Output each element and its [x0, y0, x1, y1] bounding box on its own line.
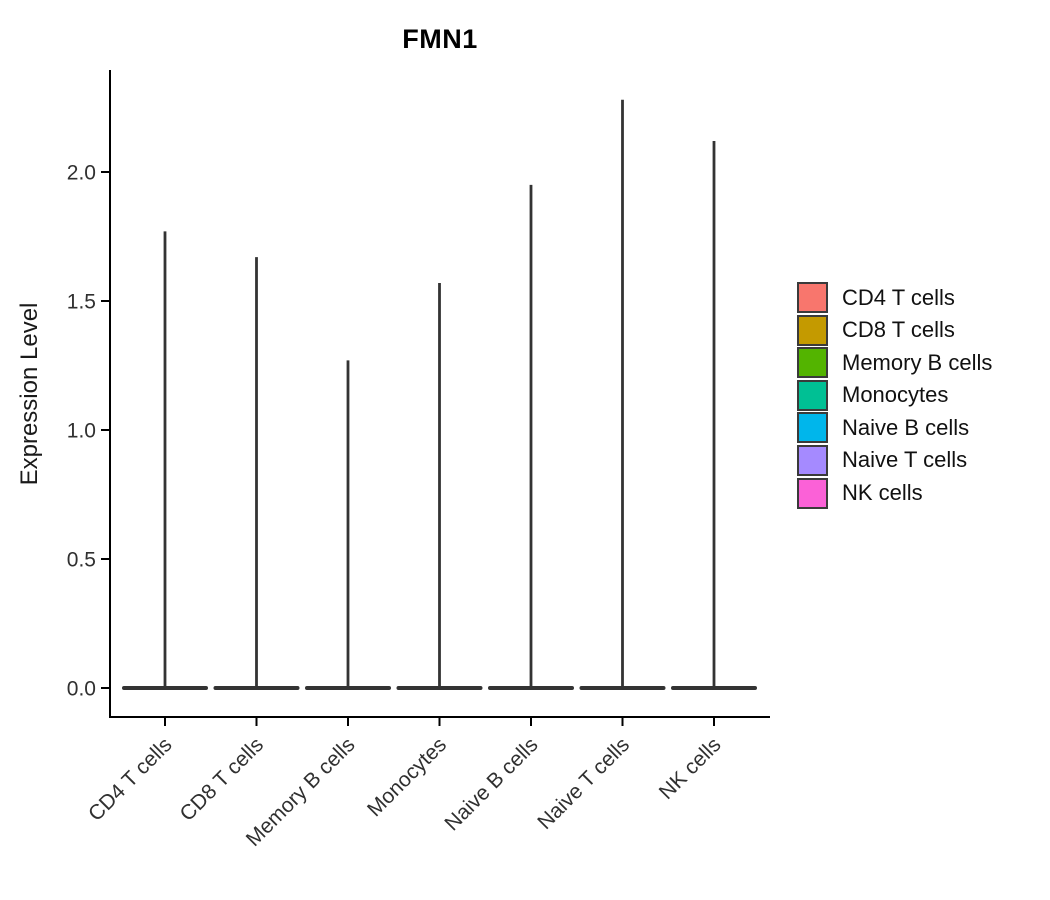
y-tick-label: 1.0	[67, 420, 96, 443]
legend-swatch-nk-cells	[797, 477, 828, 509]
legend-item-naive-b-cells: Naive B cells	[797, 412, 992, 444]
violin-base-naive-t-cells	[579, 686, 666, 690]
chart-title: FMN1	[402, 24, 478, 54]
legend-swatch-naive-b-cells	[797, 412, 828, 444]
legend-label: CD4 T cells	[842, 284, 955, 310]
legend-swatch-cd8-t-cells	[797, 314, 828, 346]
legend-item-naive-t-cells: Naive T cells	[797, 444, 992, 476]
legend-swatch-naive-t-cells	[797, 444, 828, 476]
x-tick-label-monocytes: Monocytes	[363, 733, 451, 821]
legend-item-cd8-t-cells: CD8 T cells	[797, 314, 992, 346]
legend-item-cd4-t-cells: CD4 T cells	[797, 282, 992, 313]
y-tick-label: 0.5	[67, 549, 96, 572]
legend-swatch-memory-b-cells	[797, 347, 828, 379]
violin-base-monocytes	[396, 686, 483, 690]
x-tick-label-nk-cells: NK cells	[655, 733, 726, 804]
x-tick-label-cd8-t-cells: CD8 T cells	[176, 733, 268, 825]
y-tick-label: 2.0	[67, 162, 96, 185]
legend: CD4 T cells CD8 T cells Memory B cells Mono…	[797, 282, 992, 509]
legend-swatch-monocytes	[797, 379, 828, 411]
legend-label: CD8 T cells	[842, 317, 955, 343]
violin-base-naive-b-cells	[488, 686, 574, 690]
legend-swatch-cd4-t-cells	[797, 282, 828, 313]
y-tick-label: 0.0	[67, 678, 96, 701]
legend-item-memory-b-cells: Memory B cells	[797, 347, 993, 379]
violin-base-cd4-t-cells	[122, 686, 208, 690]
legend-label: NK cells	[842, 480, 923, 506]
x-tick-label-naive-t-cells: Naive T cells	[533, 733, 634, 834]
violin-base-memory-b-cells	[305, 686, 391, 690]
legend-label: Naive B cells	[842, 414, 970, 440]
x-tick-label-naive-b-cells: Naive B cells	[440, 733, 542, 835]
legend-item-nk-cells: NK cells	[797, 477, 992, 509]
y-tick-label: 1.5	[67, 291, 96, 314]
violin-base-nk-cells	[671, 686, 757, 690]
legend-label: Monocytes	[842, 382, 949, 408]
legend-label: Memory B cells	[842, 349, 993, 375]
violin-base-cd8-t-cells	[213, 686, 300, 690]
legend-label: Naive T cells	[842, 447, 968, 473]
legend-item-monocytes: Monocytes	[797, 379, 992, 411]
x-tick-label-cd4-t-cells: CD4 T cells	[84, 733, 176, 825]
